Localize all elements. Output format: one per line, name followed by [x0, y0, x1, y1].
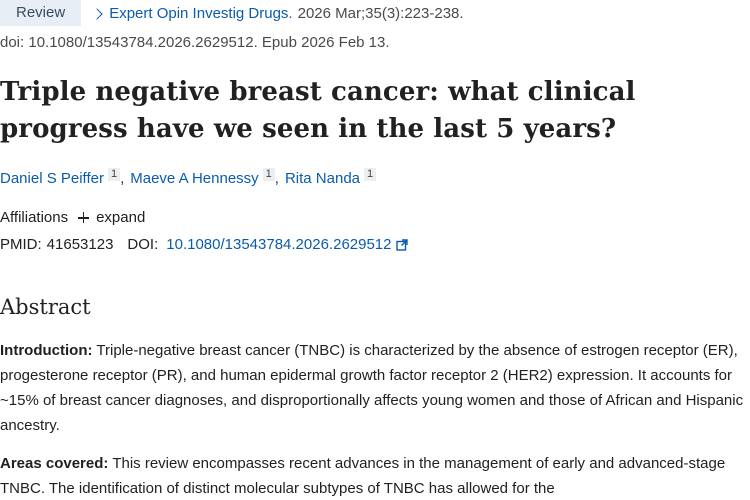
external-link-icon [395, 238, 408, 251]
pmid-value: 41653123 [46, 236, 114, 253]
abstract-introduction: Introduction: Triple-negative breast can… [0, 338, 750, 438]
section-text: This review encompasses recent advances … [0, 455, 726, 497]
affiliation-marker[interactable]: 1 [364, 168, 377, 181]
author-link[interactable]: Rita Nanda [284, 170, 361, 187]
publication-date: 2026 Mar;35(3):223-238. [297, 4, 464, 22]
chevron-right-icon [91, 7, 103, 20]
affiliation-marker[interactable]: 1 [262, 168, 275, 181]
affiliation-marker[interactable]: 1 [107, 168, 121, 181]
abstract-heading: Abstract [0, 295, 91, 319]
doi-epub-line: doi: 10.1080/13543784.2026.2629512. Epub… [0, 34, 390, 51]
doi-link[interactable]: 10.1080/13543784.2026.2629512 [166, 236, 408, 253]
abstract-areas-covered: Areas covered: This review encompasses r… [0, 451, 750, 500]
publication-type-badge: Review [0, 0, 82, 26]
doi-value: 10.1080/13543784.2026.2629512 [166, 236, 392, 253]
identifiers-row: PMID: 41653123 DOI: 10.1080/13543784.202… [0, 236, 408, 253]
pmid-label: PMID: [0, 236, 42, 253]
section-text: Triple-negative breast cancer (TNBC) is … [0, 342, 744, 434]
journal-name: Expert Opin Investig Drugs. [109, 4, 293, 22]
citation-row: Review Expert Opin Investig Drugs. 2026 … [0, 0, 464, 26]
author-list: Daniel S Peiffer 1 , Maeve A Hennessy 1 … [0, 168, 377, 187]
journal-link[interactable]: Expert Opin Investig Drugs. [91, 4, 293, 22]
expand-label: expand [96, 209, 146, 226]
affiliations-row: Affiliations expand [0, 209, 145, 226]
doi-label: DOI: [127, 236, 159, 253]
article-title: Triple negative breast cancer: what clin… [0, 77, 636, 144]
affiliations-label: Affiliations [0, 209, 69, 226]
section-label: Areas covered: [0, 455, 109, 472]
plus-icon [78, 212, 90, 223]
section-label: Introduction: [0, 342, 93, 359]
author-separator: , [120, 170, 125, 187]
author-separator: , [274, 170, 279, 187]
author-link[interactable]: Maeve A Hennessy [130, 170, 259, 187]
expand-affiliations-button[interactable]: expand [78, 209, 145, 226]
author-link[interactable]: Daniel S Peiffer [0, 170, 104, 187]
